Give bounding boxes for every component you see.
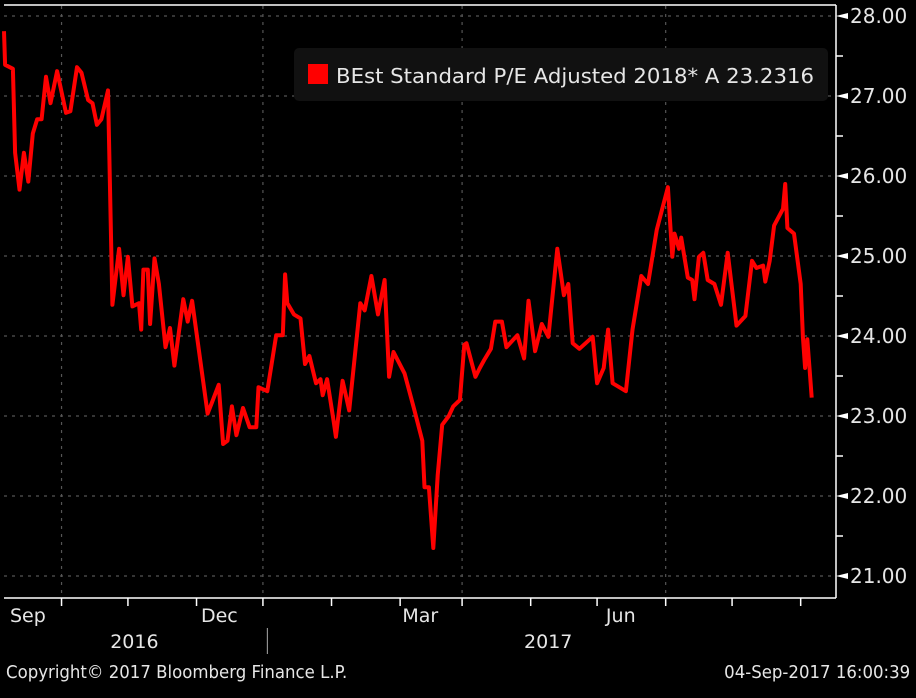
y-tick-label: 27.00 [850, 84, 907, 108]
y-tick-label: 24.00 [850, 324, 907, 348]
x-axis: Sep Dec Mar Jun 2016 2017 [10, 598, 802, 654]
y-tick-mark [836, 413, 848, 419]
x-year-label: 2017 [524, 631, 572, 653]
x-month-label: Jun [605, 605, 636, 627]
legend-swatch [308, 64, 328, 84]
x-month-label: Mar [402, 605, 438, 627]
y-tick-label: 21.00 [850, 564, 907, 588]
copyright-text: Copyright© 2017 Bloomberg Finance L.P. [6, 662, 348, 683]
y-tick-label: 23.00 [850, 404, 907, 428]
y-tick-mark [836, 173, 848, 179]
legend: BEst Standard P/E Adjusted 2018* A 23.23… [294, 48, 828, 101]
y-axis: 28.00 27.00 26.00 25.00 24.00 23.00 22.00 21.00 [836, 4, 907, 588]
x-month-label: Dec [201, 605, 238, 627]
x-month-label: Sep [10, 605, 46, 627]
legend-label: BEst Standard P/E Adjusted 2018* A 23.23… [336, 64, 814, 88]
series-line-pe-ratio [2, 31, 814, 550]
y-tick-mark [836, 493, 848, 499]
x-year-label: 2016 [110, 631, 158, 653]
y-tick-label: 22.00 [850, 484, 907, 508]
y-tick-mark [836, 93, 848, 99]
y-tick-label: 25.00 [850, 244, 907, 268]
legend-box [294, 48, 828, 101]
y-tick-label: 28.00 [850, 4, 907, 28]
y-tick-mark [836, 333, 848, 339]
timestamp-text: 04-Sep-2017 16:00:39 [723, 662, 910, 683]
y-tick-label: 26.00 [850, 164, 907, 188]
y-tick-mark [836, 13, 848, 19]
y-tick-mark [836, 573, 848, 579]
y-tick-mark [836, 253, 848, 259]
